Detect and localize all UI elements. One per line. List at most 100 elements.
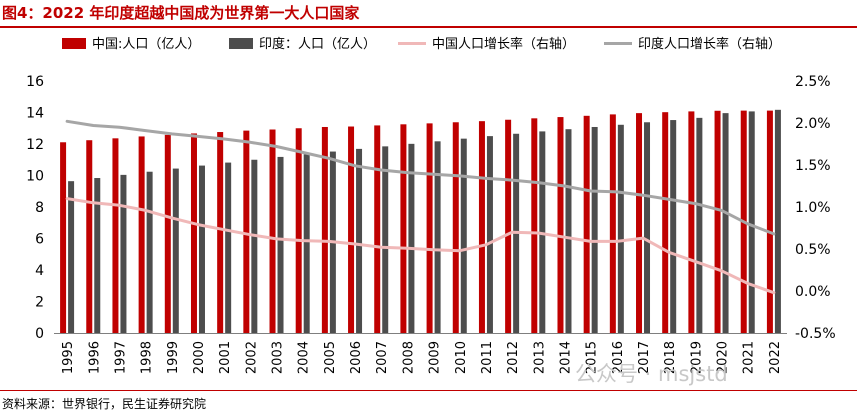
x-tick-label: 2001	[218, 341, 233, 374]
x-tick-label: 2008	[401, 341, 416, 374]
bar-china	[112, 138, 119, 333]
right-tick-label: 0.0%	[795, 284, 831, 300]
x-tick-label: 2007	[375, 341, 390, 374]
x-tick-label: 2014	[558, 341, 573, 374]
bar-india	[565, 129, 572, 333]
bar-china	[688, 111, 695, 334]
legend-label-3: 印度人口增长率（右轴）	[638, 36, 781, 52]
bar-china	[505, 119, 512, 334]
x-tick-label: 2019	[689, 341, 704, 374]
x-tick-label: 2004	[297, 341, 312, 374]
x-tick-label: 1998	[140, 341, 155, 374]
line-india-growth	[65, 119, 776, 236]
bar-china	[190, 133, 197, 333]
x-tick-label: 2003	[271, 341, 286, 374]
bar-china	[452, 122, 459, 333]
title-underline	[0, 26, 857, 28]
bar-india	[670, 120, 677, 333]
bar-china	[348, 126, 355, 333]
left-tick-label: 16	[26, 74, 44, 90]
left-tick-label: 10	[26, 169, 44, 185]
left-tick-label: 2	[35, 295, 44, 311]
watermark: 公众号 · msjstd	[575, 362, 728, 386]
bar-india	[460, 138, 467, 333]
bar-china	[636, 113, 643, 333]
bar-china	[321, 126, 328, 334]
x-tick-label: 2000	[192, 341, 207, 374]
x-tick-label: 2011	[480, 341, 495, 374]
left-tick-label: 6	[35, 232, 44, 248]
left-tick-label: 12	[26, 137, 44, 153]
bar-china	[60, 142, 67, 333]
bar-china	[164, 134, 171, 333]
bar-china	[86, 140, 93, 333]
bar-india	[382, 146, 389, 333]
bar-india	[303, 154, 310, 333]
bar-china	[426, 123, 433, 334]
bar-india	[120, 174, 127, 333]
left-tick-label: 14	[26, 106, 44, 122]
x-tick-label: 1995	[61, 341, 76, 374]
bar-china	[714, 110, 721, 333]
x-tick-label: 1999	[166, 341, 181, 374]
left-tick-label: 8	[35, 200, 44, 216]
bar-india	[408, 143, 415, 333]
bar-china	[295, 128, 302, 333]
bar-china	[478, 121, 485, 333]
legend-swatch-1	[229, 38, 253, 49]
right-tick-label: 2.0%	[795, 116, 831, 132]
bar-india	[198, 165, 205, 333]
x-tick-label: 2022	[768, 341, 783, 374]
right-tick-label: 2.5%	[795, 74, 831, 90]
bar-india	[696, 117, 703, 333]
x-tick-label: 2015	[585, 341, 600, 374]
x-tick-label: 2020	[716, 341, 731, 374]
figure-title: 图4：2022 年印度超越中国成为世界第一大人口国家	[2, 4, 360, 22]
source-note: 资料来源：世界银行，民生证券研究院	[2, 397, 207, 411]
legend-swatch-0	[62, 38, 86, 49]
right-tick-label: -0.5%	[795, 326, 836, 342]
bar-india	[277, 156, 284, 333]
line-china-growth	[65, 197, 776, 295]
legend-label-0: 中国:人口（亿人）	[92, 37, 200, 52]
bar-india	[644, 122, 651, 333]
x-tick-label: 2021	[742, 341, 757, 374]
right-tick-label: 1.5%	[795, 158, 831, 174]
x-tick-label: 2013	[532, 341, 547, 374]
right-tick-label: 1.0%	[795, 200, 831, 216]
bar-india	[748, 111, 755, 334]
title-bar: 图4：2022 年印度超越中国成为世界第一大人口国家	[0, 0, 857, 28]
bar-india	[225, 162, 232, 333]
bar-china	[269, 129, 276, 333]
bar-china	[531, 118, 538, 333]
bar-china	[609, 114, 616, 333]
bar-india	[146, 171, 153, 333]
bar-india	[356, 148, 363, 333]
legend-label-2: 中国人口增长率（右轴）	[432, 36, 575, 52]
x-tick-label: 2005	[323, 341, 338, 374]
source-divider	[0, 390, 857, 391]
bar-china	[766, 110, 773, 333]
bar-india	[172, 168, 179, 333]
population-chart: 中国:人口（亿人） 印度：人口（亿人） 中国人口增长率（右轴） 印度人口增长率（右轴）…	[26, 36, 836, 374]
bar-china	[583, 115, 590, 334]
bar-india	[774, 109, 781, 333]
bar-india	[94, 178, 101, 333]
bar-china	[400, 124, 407, 333]
bar-india	[722, 113, 729, 333]
x-tick-label: 2009	[428, 341, 443, 374]
x-tick-label: 2010	[454, 341, 469, 374]
bar-india	[486, 136, 493, 333]
bar-china	[217, 132, 224, 333]
right-tick-label: 0.5%	[795, 242, 831, 258]
legend-label-1: 印度：人口（亿人）	[259, 36, 376, 52]
left-tick-label: 0	[35, 326, 44, 342]
x-tick-label: 2006	[349, 341, 364, 374]
bar-china	[662, 112, 669, 333]
bar-china	[557, 117, 564, 333]
x-tick-label: 2016	[611, 341, 626, 374]
x-tick-label: 1997	[113, 341, 128, 374]
bar-india	[251, 159, 258, 333]
bar-india	[68, 181, 75, 333]
bar-india	[591, 126, 598, 334]
